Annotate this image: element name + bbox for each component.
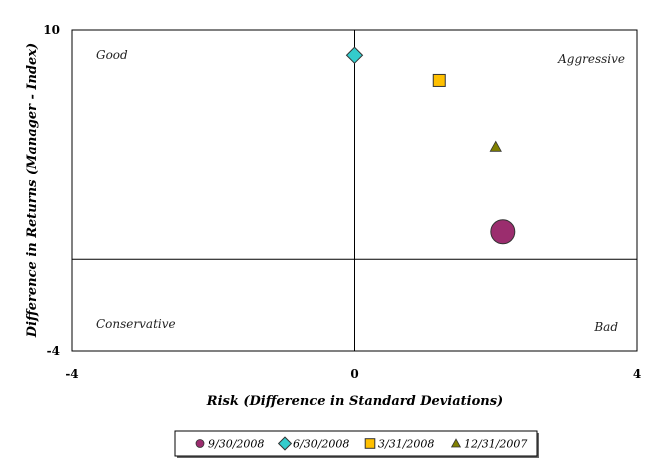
y-axis-title: Difference in Returns (Manager - Index) bbox=[25, 43, 40, 338]
quadrant-label-top-left: Good bbox=[96, 48, 128, 62]
tick-labels: -4 0 4 10 -4 bbox=[43, 23, 641, 381]
legend-label: 12/31/2007 bbox=[464, 438, 527, 451]
x-axis-title: Risk (Difference in Standard Deviations) bbox=[206, 394, 503, 409]
legend: 9/30/2008 6/30/2008 3/31/2008 12/31/2007 bbox=[174, 430, 539, 458]
legend-label: 9/30/2008 bbox=[208, 438, 264, 451]
x-tick-label: 4 bbox=[633, 367, 641, 381]
data-point bbox=[432, 73, 446, 87]
quadrant-label-bottom-right: Bad bbox=[593, 320, 618, 334]
data-point bbox=[489, 140, 502, 152]
legend-marker bbox=[277, 436, 293, 451]
x-tick-label: 0 bbox=[350, 367, 358, 381]
legend-marker bbox=[450, 438, 462, 448]
quadrant-label-top-right: Aggressive bbox=[557, 52, 625, 66]
x-tick-label: -4 bbox=[65, 367, 78, 381]
y-tick-label: -4 bbox=[47, 344, 60, 358]
quadrant-labels: Good Aggressive Conservative Bad bbox=[96, 48, 625, 334]
data-point bbox=[345, 46, 364, 64]
legend-box bbox=[174, 430, 538, 457]
data-points bbox=[345, 46, 516, 245]
legend-marker bbox=[195, 439, 205, 448]
legend-marker bbox=[364, 438, 376, 449]
legend-label: 6/30/2008 bbox=[293, 438, 349, 451]
legend-label: 3/31/2008 bbox=[378, 438, 434, 451]
y-tick-label: 10 bbox=[43, 23, 60, 37]
quadrant-label-bottom-left: Conservative bbox=[96, 317, 176, 331]
data-point bbox=[490, 219, 516, 245]
reference-lines bbox=[72, 30, 637, 351]
